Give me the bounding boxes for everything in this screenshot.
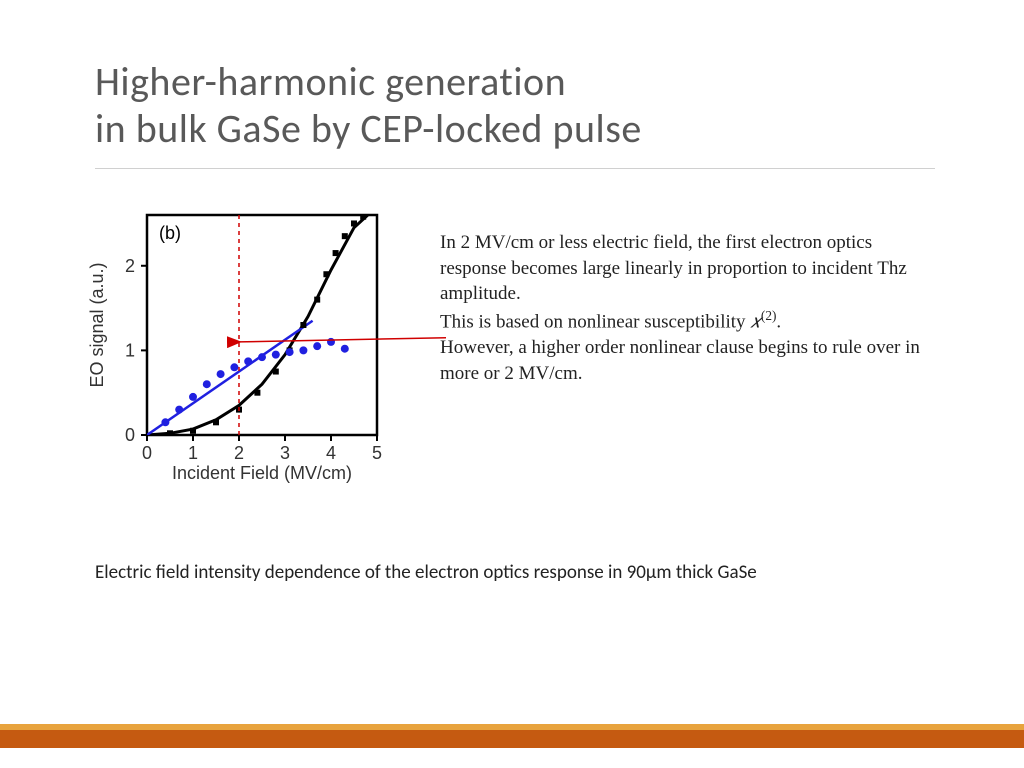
svg-text:2: 2 [125, 256, 135, 276]
title-line-2: in bulk GaSe by CEP-locked pulse [95, 105, 935, 152]
title-line-1: Higher-harmonic generation [95, 58, 935, 105]
explain-p2a: This is based on nonlinear susceptibilit… [440, 311, 750, 332]
svg-text:3: 3 [280, 443, 290, 463]
title-underline [95, 168, 935, 169]
svg-text:0: 0 [142, 443, 152, 463]
explanation-text: In 2 MV/cm or less electric field, the f… [440, 230, 930, 386]
svg-text:1: 1 [125, 340, 135, 360]
slide-title: Higher-harmonic generation in bulk GaSe … [95, 58, 935, 152]
eo-signal-chart: 012345012Incident Field (MV/cm)EO signal… [85, 205, 395, 485]
figure-caption: Electric field intensity dependence of t… [95, 560, 795, 586]
explain-p2b: . [776, 311, 781, 332]
chi-symbol: 𝑥 [750, 310, 761, 332]
svg-text:0: 0 [125, 425, 135, 445]
svg-text:2: 2 [234, 443, 244, 463]
svg-text:1: 1 [188, 443, 198, 463]
chi-superscript: (2) [761, 308, 777, 323]
footer-accent-thick [0, 730, 1024, 748]
svg-text:Incident Field (MV/cm): Incident Field (MV/cm) [172, 463, 352, 483]
svg-text:(b): (b) [159, 223, 181, 243]
svg-text:5: 5 [372, 443, 382, 463]
svg-text:4: 4 [326, 443, 336, 463]
explain-p3: However, a higher order nonlinear clause… [440, 337, 920, 384]
svg-text:EO signal (a.u.): EO signal (a.u.) [87, 262, 107, 387]
caption-text: Electric field intensity dependence of t… [95, 561, 757, 584]
slide: Higher-harmonic generation in bulk GaSe … [0, 0, 1024, 768]
explain-p1: In 2 MV/cm or less electric field, the f… [440, 232, 907, 304]
